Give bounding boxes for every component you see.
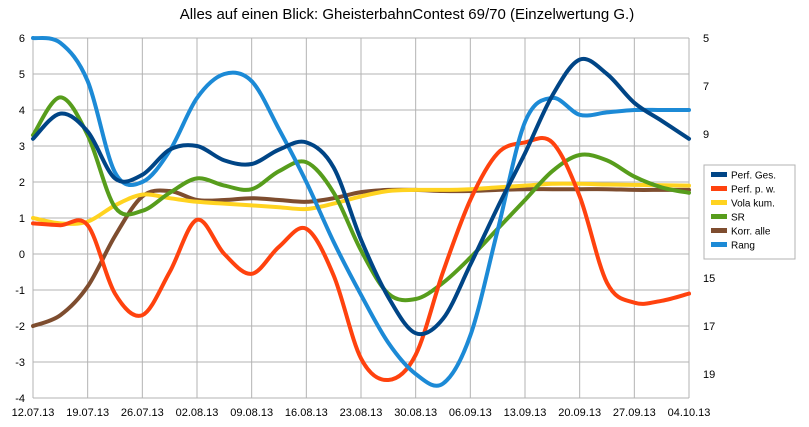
x-axis-labels: 12.07.13 19.07.13 26.07.13 02.08.13 09.08.13… xyxy=(12,407,711,419)
y-tick-label-right: 5 xyxy=(703,33,709,45)
legend-label: Perf. Ges. xyxy=(731,171,776,182)
y-tick-label-left: 6 xyxy=(19,33,25,45)
y-tick-label-left: 5 xyxy=(19,69,25,81)
y-tick-label-right: 15 xyxy=(703,273,715,285)
series-line-sr xyxy=(31,95,691,303)
grid-lines xyxy=(32,37,690,399)
legend-label: Rang xyxy=(731,241,755,252)
x-tick-label: 23.08.13 xyxy=(340,407,383,419)
x-tick-label: 12.07.13 xyxy=(12,407,55,419)
legend-label: Vola kum. xyxy=(731,199,775,210)
y-tick-label-left: 2 xyxy=(19,177,25,189)
series-line-vola-kum xyxy=(31,181,691,226)
legend-swatch xyxy=(711,200,727,205)
x-tick-label: 26.07.13 xyxy=(121,407,164,419)
y-tick-label-left: 1 xyxy=(19,213,25,225)
y-tick-label-left: 4 xyxy=(19,105,25,117)
y-tick-label-left: -3 xyxy=(15,357,25,369)
series-line-perf-ges xyxy=(31,56,691,337)
series-line-perf-p-w xyxy=(31,135,691,383)
x-tick-label: 20.09.13 xyxy=(558,407,601,419)
x-tick-label: 04.10.13 xyxy=(668,407,711,419)
x-tick-label: 19.07.13 xyxy=(66,407,109,419)
y-tick-label-left: -2 xyxy=(15,321,25,333)
x-tick-label: 06.09.13 xyxy=(449,407,492,419)
legend: Perf. Ges. Perf. p. w. Vola kum. SR Korr. al… xyxy=(703,164,796,260)
legend-swatch xyxy=(711,186,727,191)
y-tick-label-left: 0 xyxy=(19,249,25,261)
y-tick-label-right: 7 xyxy=(703,81,709,93)
y-tick-label-left: -4 xyxy=(15,393,25,405)
legend-label: SR xyxy=(731,213,745,224)
x-tick-label: 13.09.13 xyxy=(504,407,547,419)
x-tick-label: 02.08.13 xyxy=(176,407,219,419)
y-tick-label-right: 19 xyxy=(703,369,715,381)
x-tick-label: 16.08.13 xyxy=(285,407,328,419)
legend-label: Korr. alle xyxy=(731,227,771,238)
legend-swatch xyxy=(711,228,727,233)
chart-title: Alles auf einen Blick: GheisterbahnConte… xyxy=(180,6,634,23)
series-line-rang xyxy=(31,35,691,388)
y-tick-label-left: 3 xyxy=(19,141,25,153)
series-lines xyxy=(31,35,691,388)
x-tick-label: 09.08.13 xyxy=(230,407,273,419)
legend-swatch xyxy=(711,172,727,177)
legend-swatch xyxy=(711,214,727,219)
y-axis-left-labels: 6 5 4 3 2 1 0 -1 -2 -3 -4 xyxy=(15,33,25,405)
legend-label: Perf. p. w. xyxy=(731,185,775,196)
x-tick-label: 27.09.13 xyxy=(613,407,656,419)
x-tick-label: 30.08.13 xyxy=(394,407,437,419)
legend-swatch xyxy=(711,242,727,247)
y-tick-label-right: 17 xyxy=(703,321,715,333)
y-tick-label-right: 9 xyxy=(703,129,709,141)
y-tick-label-left: -1 xyxy=(15,285,25,297)
